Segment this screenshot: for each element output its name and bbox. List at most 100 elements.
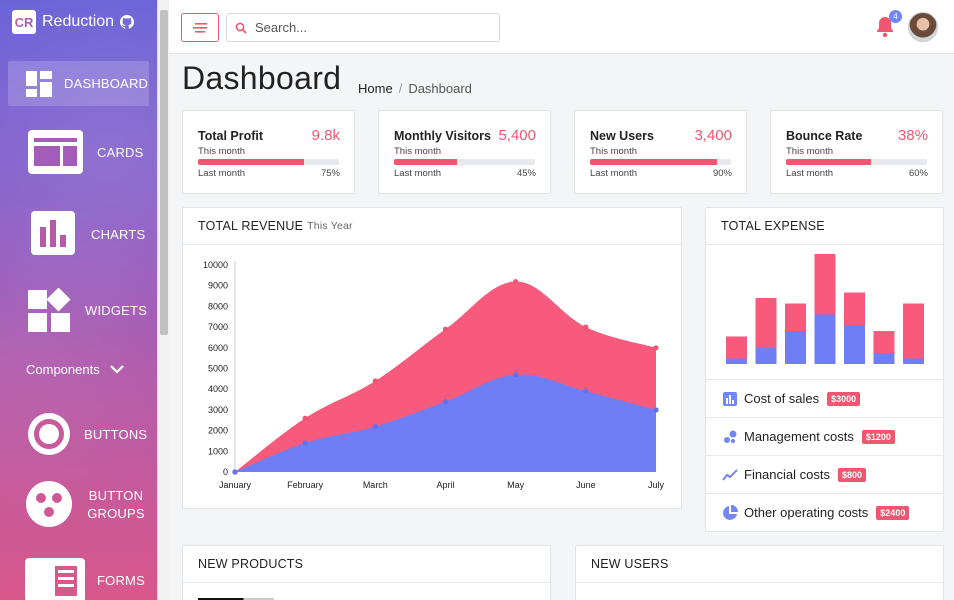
y-tick-label: 3000 [208, 405, 228, 415]
widgets-icon [28, 288, 72, 332]
search-input[interactable] [255, 20, 485, 35]
components-label: Components [26, 362, 100, 377]
y-tick-label: 0 [223, 467, 228, 477]
product-thumbnail [198, 598, 274, 600]
data-point [302, 415, 308, 421]
expense-bar [814, 254, 836, 315]
progress-fill [394, 159, 458, 165]
sidebar-item-label: WIDGETS [85, 303, 148, 318]
x-tick-label: March [363, 480, 388, 490]
expense-bar-chart [726, 254, 924, 364]
sidebar-item-label: DASHBOARD [64, 76, 149, 91]
expense-bar [873, 353, 895, 364]
expense-item-cost-of-sales[interactable]: Cost of sales $3000 [706, 379, 944, 417]
stat-pct: 75% [320, 168, 340, 179]
stat-pct: 45% [516, 168, 536, 179]
sidebar-item-label: BUTTONS [84, 427, 148, 442]
buttons-icon [26, 411, 72, 457]
panel-title: TOTAL EXPENSE [721, 219, 825, 233]
data-point [653, 345, 659, 351]
sidebar-item-label: BUTTON GROUPS [87, 488, 145, 521]
x-tick-label: April [436, 480, 454, 490]
stat-last: Last month [786, 168, 833, 179]
stat-last: Last month [394, 168, 441, 179]
search-icon [235, 22, 247, 34]
data-point [232, 469, 238, 475]
expense-label: Management costs [744, 429, 854, 444]
panel-title: NEW PRODUCTS [198, 557, 304, 571]
bubble-chart-icon [722, 429, 738, 445]
x-tick-label: July [648, 480, 665, 490]
brand-name: Reduction [42, 13, 115, 30]
x-tick-label: February [287, 480, 324, 490]
stat-pct: 90% [712, 168, 732, 179]
breadcrumb-home[interactable]: Home [358, 81, 393, 96]
revenue-panel: TOTAL REVENUE This Year 0 1000 2000 3000 400… [182, 207, 682, 509]
sidebar-scrollbar[interactable] [157, 0, 169, 600]
data-point [653, 407, 659, 413]
data-point [372, 423, 378, 430]
sidebar-item-charts[interactable]: CHARTS [8, 208, 149, 260]
data-point [302, 440, 308, 446]
expense-bar [873, 331, 895, 353]
expense-badge: $3000 [827, 391, 861, 406]
y-tick-label: 9000 [208, 281, 228, 291]
sidebar-item-cards[interactable]: CARDS [8, 124, 149, 180]
y-tick-label: 10000 [203, 260, 228, 270]
avatar[interactable] [908, 12, 938, 42]
progress-fill [590, 159, 717, 165]
sidebar-item-dashboard[interactable]: DASHBOARD [8, 61, 149, 106]
panel-title: TOTAL REVENUE [198, 219, 304, 233]
progress-bar [394, 159, 535, 165]
dashboard-icon [26, 71, 52, 97]
expense-label: Other operating costs [744, 505, 869, 520]
brand[interactable]: CR Reduction [12, 10, 135, 34]
sidebar-item-button-groups[interactable]: BUTTON GROUPS [8, 478, 149, 530]
sidebar-item-forms[interactable]: FORMS [8, 554, 149, 600]
stat-last: Last month [198, 168, 245, 179]
data-point [442, 399, 449, 405]
expense-panel: TOTAL EXPENSE Cost of sales $3000 Manage… [705, 207, 944, 532]
expense-badge: $800 [837, 467, 867, 482]
bell-icon[interactable] [875, 16, 895, 38]
menu-icon [193, 22, 207, 33]
revenue-area-chart: 0 1000 2000 3000 4000 5000 6000 7000 8000 9000 100… [203, 260, 665, 490]
y-tick-label: 6000 [208, 343, 228, 353]
sidebar-item-label: CARDS [97, 145, 144, 160]
expense-bar [755, 347, 777, 364]
stat-sub: This month [394, 146, 441, 157]
y-tick-label: 8000 [208, 301, 228, 311]
x-tick-label: June [576, 480, 596, 490]
expense-item-financial-costs[interactable]: Financial costs $800 [706, 455, 944, 493]
brand-logo: CR [12, 10, 36, 34]
menu-toggle-button[interactable] [181, 13, 219, 42]
y-tick-label: 4000 [208, 384, 228, 394]
breadcrumb-separator: / [398, 81, 403, 96]
y-tick-label: 2000 [208, 426, 228, 436]
github-icon[interactable] [120, 15, 135, 29]
data-point [513, 278, 519, 285]
progress-bar [198, 159, 339, 165]
stat-card-total-profit: Total Profit 9.8k This month Last month … [182, 110, 355, 194]
line-chart-icon [722, 467, 738, 483]
breadcrumb: Home / Dashboard [358, 81, 472, 96]
sidebar-item-buttons[interactable]: BUTTONS [8, 408, 149, 460]
sidebar-item-widgets[interactable]: WIDGETS [8, 284, 149, 336]
stat-title: Total Profit [198, 129, 264, 143]
expense-bar [755, 298, 777, 348]
expense-item-other-operating-costs[interactable]: Other operating costs $2400 [706, 493, 944, 531]
components-toggle[interactable]: Components [26, 362, 124, 377]
expense-item-management-costs[interactable]: Management costs $1200 [706, 417, 944, 455]
new-products-panel: NEW PRODUCTS [182, 545, 551, 600]
forms-icon [25, 558, 85, 600]
notification-badge: 4 [889, 10, 902, 23]
data-point [513, 372, 519, 378]
stat-last: Last month [590, 168, 637, 179]
search-box[interactable] [226, 13, 500, 42]
stat-title: Monthly Visitors [394, 129, 492, 143]
top-header: 4 [169, 0, 954, 54]
data-point [372, 378, 378, 384]
expense-bar [814, 314, 836, 364]
data-point [583, 324, 589, 330]
scroll-thumb[interactable] [160, 10, 168, 335]
